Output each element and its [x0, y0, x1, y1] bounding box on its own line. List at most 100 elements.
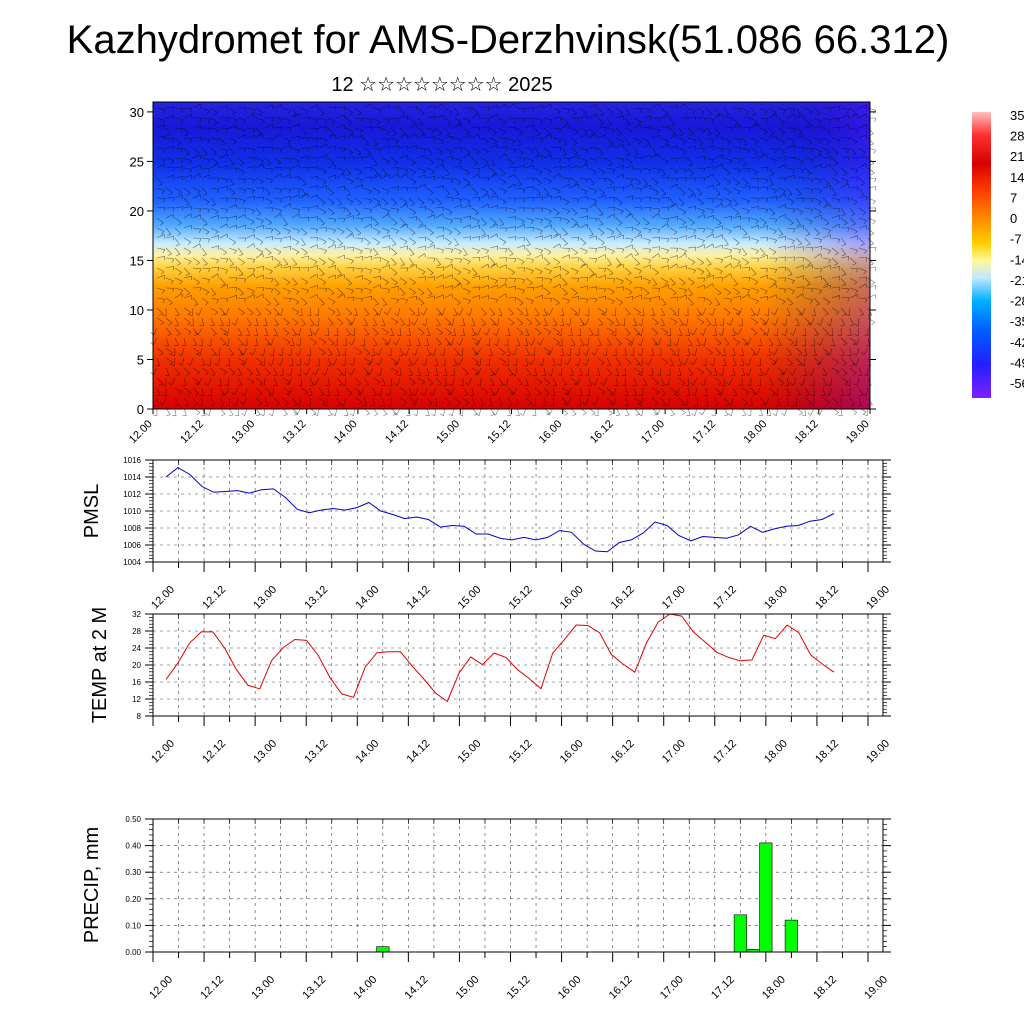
- wind-barb-flag: [536, 193, 541, 196]
- wind-barb: [578, 357, 581, 366]
- wind-barb: [237, 307, 245, 314]
- wind-barb: [552, 317, 558, 325]
- wind-barb: [426, 367, 430, 376]
- wind-barb-flag: [392, 413, 397, 416]
- wind-barb: [181, 347, 185, 356]
- wind-barb: [633, 286, 642, 289]
- wind-barb: [561, 317, 565, 326]
- wind-barb: [174, 166, 183, 169]
- wind-barb-flag: [610, 403, 614, 406]
- wind-barb-flag: [621, 158, 625, 163]
- wind-barb-flag: [856, 294, 858, 299]
- wind-barb-flag: [383, 413, 388, 416]
- wind-barb: [399, 277, 407, 283]
- wind-barb: [453, 257, 462, 260]
- wind-barb-flag: [348, 322, 352, 326]
- wind-barb-flag: [523, 157, 526, 162]
- wind-barb: [433, 347, 437, 356]
- wind-barb-flag: [358, 171, 363, 175]
- wind-barb: [678, 265, 687, 269]
- wind-barb: [255, 293, 264, 299]
- wind-barb: [570, 377, 578, 383]
- wind-barb-flag: [274, 284, 279, 286]
- wind-barb: [651, 153, 660, 159]
- wind-barb: [372, 147, 381, 150]
- wind-barb-flag: [838, 118, 841, 123]
- wind-barb: [369, 367, 374, 376]
- wind-barb: [525, 337, 529, 346]
- wind-barb-flag: [838, 414, 843, 417]
- wind-barb-flag: [225, 404, 230, 407]
- wind-barb-flag: [865, 257, 868, 262]
- wind-barb: [840, 247, 846, 255]
- wind-barb: [378, 347, 383, 356]
- wind-barb: [606, 267, 614, 274]
- wind-barb-flag: [826, 383, 831, 387]
- wind-barb: [597, 195, 606, 199]
- wind-barb: [435, 284, 444, 289]
- wind-barb-flag: [676, 248, 679, 253]
- wind-barb: [354, 397, 363, 403]
- wind-barb: [255, 224, 264, 229]
- wind-barb: [813, 253, 821, 259]
- wind-barb: [759, 166, 768, 169]
- wind-barb-flag: [493, 323, 498, 327]
- wind-barb: [300, 247, 308, 253]
- wind-barb-flag: [280, 133, 282, 138]
- wind-barb: [192, 187, 201, 192]
- wind-barb-flag: [451, 264, 453, 269]
- wind-barb: [263, 347, 266, 356]
- wind-barb: [755, 387, 761, 396]
- wind-barb: [660, 107, 668, 113]
- wind-barb: [795, 317, 800, 326]
- wind-barb: [264, 317, 268, 326]
- wind-barb-flag: [798, 352, 803, 356]
- wind-barb: [372, 297, 379, 304]
- wind-barb: [723, 203, 732, 209]
- wind-barb: [300, 287, 309, 291]
- wind-barb: [174, 157, 183, 160]
- wind-barb: [651, 377, 659, 383]
- wind-barb-flag: [367, 242, 371, 246]
- wind-barb-flag: [287, 291, 291, 295]
- wind-barb: [786, 237, 795, 241]
- wind-barb: [624, 183, 633, 189]
- wind-barb: [561, 165, 570, 169]
- wind-barb: [732, 327, 736, 336]
- wind-barb-flag: [316, 137, 319, 142]
- wind-barb-flag: [743, 403, 748, 406]
- wind-barb-flag: [746, 414, 751, 417]
- wind-barb-flag: [456, 312, 461, 316]
- wind-barb: [606, 397, 614, 404]
- wind-barb: [687, 205, 696, 209]
- wind-barb: [462, 204, 471, 209]
- wind-barb-flag: [858, 394, 863, 396]
- wind-barb: [318, 247, 327, 251]
- wind-barb-flag: [251, 290, 255, 295]
- wind-barb: [579, 337, 585, 346]
- wind-barb: [768, 135, 777, 139]
- wind-barb-flag: [436, 324, 441, 326]
- wind-barb-flag: [199, 208, 202, 213]
- wind-barb-flag: [415, 314, 420, 317]
- wind-barb: [327, 387, 331, 396]
- wind-barb: [849, 235, 858, 239]
- wind-barb-flag: [850, 214, 855, 216]
- wind-barb-flag: [834, 252, 839, 256]
- wind-barb-flag: [339, 293, 344, 296]
- wind-barb-flag: [600, 232, 605, 236]
- wind-barb: [570, 165, 579, 169]
- wind-barb-flag: [828, 230, 831, 234]
- wind-barb-flag: [816, 342, 821, 346]
- wind-barb: [336, 287, 344, 294]
- wind-barb-flag: [490, 374, 495, 376]
- wind-barb-flag: [267, 162, 272, 166]
- wind-barb: [633, 234, 642, 239]
- wind-barb: [543, 207, 552, 212]
- wind-barb: [831, 295, 840, 299]
- wind-barb-flag: [842, 363, 847, 366]
- wind-barb: [516, 165, 525, 169]
- wind-barb-flag: [757, 186, 760, 191]
- wind-barb-flag: [796, 224, 801, 226]
- wind-barb: [669, 307, 677, 314]
